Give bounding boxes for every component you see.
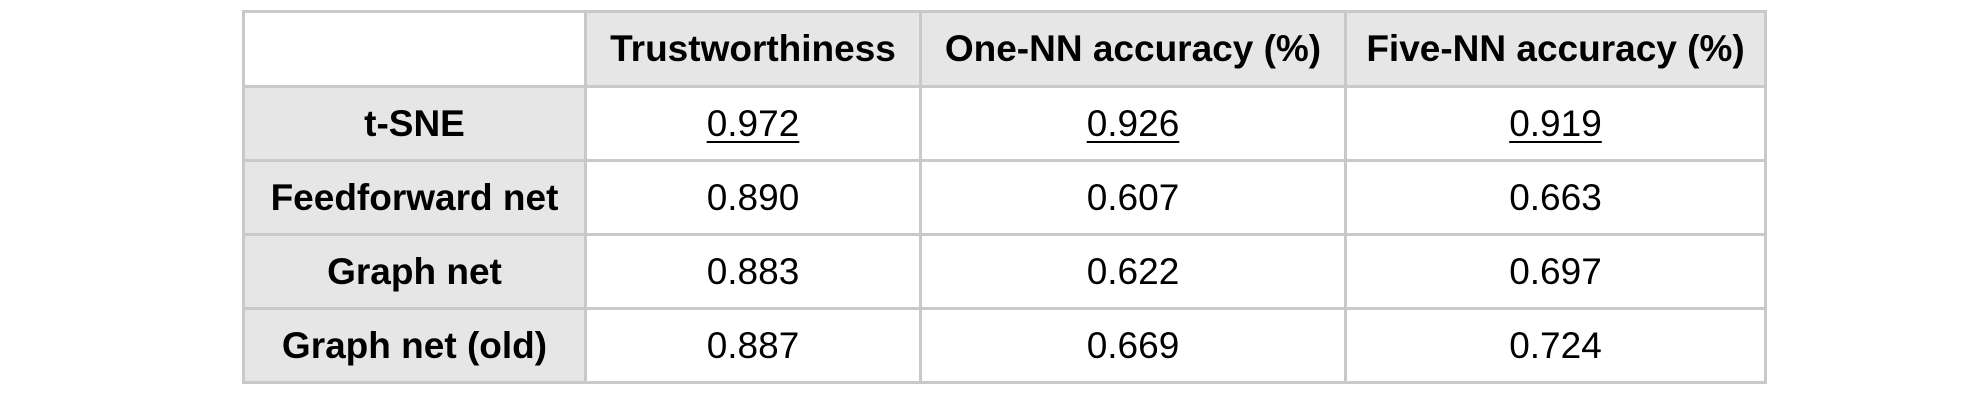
table-row: Feedforward net 0.890 0.607 0.663 xyxy=(242,159,1767,236)
best-value: 0.972 xyxy=(706,102,800,144)
corner-header-cell xyxy=(242,10,587,88)
row-label-graph-net: Graph net xyxy=(242,233,587,310)
cell-graph-net-five-nn: 0.697 xyxy=(1344,233,1767,310)
cell-graph-net-old-one-nn: 0.669 xyxy=(919,307,1347,384)
best-value: 0.919 xyxy=(1509,102,1602,144)
cell-t-sne-five-nn: 0.919 xyxy=(1344,85,1767,162)
header-one-nn-accuracy: One-NN accuracy (%) xyxy=(919,10,1347,88)
row-label-t-sne: t-SNE xyxy=(242,85,587,162)
cell-graph-net-one-nn: 0.622 xyxy=(919,233,1347,310)
cell-graph-net-trustworthiness: 0.883 xyxy=(584,233,922,310)
table-row: Graph net (old) 0.887 0.669 0.724 xyxy=(242,307,1767,384)
results-table-container: Trustworthiness One-NN accuracy (%) Five… xyxy=(242,10,1767,384)
header-trustworthiness: Trustworthiness xyxy=(584,10,922,88)
cell-feedforward-one-nn: 0.607 xyxy=(919,159,1347,236)
row-label-graph-net-old: Graph net (old) xyxy=(242,307,587,384)
cell-graph-net-old-five-nn: 0.724 xyxy=(1344,307,1767,384)
table-row: Graph net 0.883 0.622 0.697 xyxy=(242,233,1767,310)
header-five-nn-accuracy: Five-NN accuracy (%) xyxy=(1344,10,1767,88)
results-table: Trustworthiness One-NN accuracy (%) Five… xyxy=(242,10,1767,384)
best-value: 0.926 xyxy=(1086,102,1180,144)
header-row: Trustworthiness One-NN accuracy (%) Five… xyxy=(242,10,1767,88)
cell-t-sne-trustworthiness: 0.972 xyxy=(584,85,922,162)
table-row: t-SNE 0.972 0.926 0.919 xyxy=(242,85,1767,162)
row-label-feedforward-net: Feedforward net xyxy=(242,159,587,236)
cell-t-sne-one-nn: 0.926 xyxy=(919,85,1347,162)
cell-graph-net-old-trustworthiness: 0.887 xyxy=(584,307,922,384)
cell-feedforward-five-nn: 0.663 xyxy=(1344,159,1767,236)
cell-feedforward-trustworthiness: 0.890 xyxy=(584,159,922,236)
